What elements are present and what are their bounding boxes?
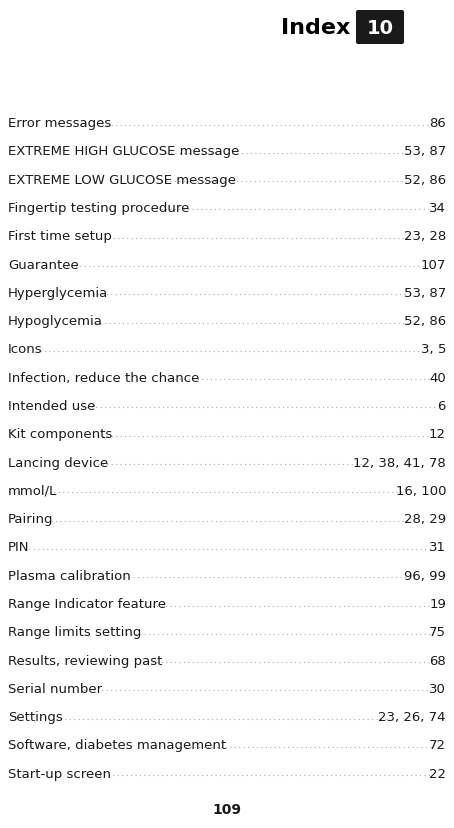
- Text: 30: 30: [429, 682, 446, 695]
- Text: 40: 40: [429, 371, 446, 384]
- Text: Start-up screen: Start-up screen: [8, 767, 111, 780]
- Text: PIN: PIN: [8, 541, 30, 554]
- Text: Kit components: Kit components: [8, 428, 112, 440]
- Text: 52, 86: 52, 86: [404, 315, 446, 328]
- Text: Range limits setting: Range limits setting: [8, 626, 141, 638]
- Text: Lancing device: Lancing device: [8, 456, 108, 469]
- Text: Software, diabetes management: Software, diabetes management: [8, 739, 226, 752]
- Text: Intended use: Intended use: [8, 399, 95, 412]
- Text: Icons: Icons: [8, 343, 43, 356]
- Text: Range Indicator feature: Range Indicator feature: [8, 597, 166, 610]
- Text: 68: 68: [429, 654, 446, 667]
- Text: Plasma calibration: Plasma calibration: [8, 569, 131, 582]
- Text: 3, 5: 3, 5: [420, 343, 446, 356]
- Text: 23, 26, 74: 23, 26, 74: [379, 710, 446, 724]
- Text: 86: 86: [429, 117, 446, 130]
- Text: 96, 99: 96, 99: [404, 569, 446, 582]
- FancyBboxPatch shape: [356, 11, 404, 45]
- Text: mmol/L: mmol/L: [8, 484, 57, 498]
- Text: 22: 22: [429, 767, 446, 780]
- Text: Fingertip testing procedure: Fingertip testing procedure: [8, 202, 189, 214]
- Text: 19: 19: [429, 597, 446, 610]
- Text: 34: 34: [429, 202, 446, 214]
- Text: 72: 72: [429, 739, 446, 752]
- Text: EXTREME LOW GLUCOSE message: EXTREME LOW GLUCOSE message: [8, 173, 236, 186]
- Text: 23, 28: 23, 28: [404, 230, 446, 243]
- Text: 6: 6: [438, 399, 446, 412]
- Text: Index: Index: [281, 18, 350, 38]
- Text: 10: 10: [366, 18, 394, 37]
- Text: 12: 12: [429, 428, 446, 440]
- Text: Hyperglycemia: Hyperglycemia: [8, 286, 108, 300]
- Text: 16, 100: 16, 100: [395, 484, 446, 498]
- Text: 107: 107: [420, 258, 446, 272]
- Text: 75: 75: [429, 626, 446, 638]
- Text: 53, 87: 53, 87: [404, 286, 446, 300]
- Text: Results, reviewing past: Results, reviewing past: [8, 654, 163, 667]
- Text: Infection, reduce the chance: Infection, reduce the chance: [8, 371, 199, 384]
- Text: Guarantee: Guarantee: [8, 258, 79, 272]
- Text: 12, 38, 41, 78: 12, 38, 41, 78: [353, 456, 446, 469]
- Text: Pairing: Pairing: [8, 513, 54, 526]
- Text: 52, 86: 52, 86: [404, 173, 446, 186]
- Text: 31: 31: [429, 541, 446, 554]
- Text: Serial number: Serial number: [8, 682, 102, 695]
- Text: EXTREME HIGH GLUCOSE message: EXTREME HIGH GLUCOSE message: [8, 145, 239, 158]
- Text: 53, 87: 53, 87: [404, 145, 446, 158]
- Text: Settings: Settings: [8, 710, 63, 724]
- Text: Error messages: Error messages: [8, 117, 111, 130]
- Text: Hypoglycemia: Hypoglycemia: [8, 315, 103, 328]
- Text: 109: 109: [212, 802, 242, 816]
- Text: 28, 29: 28, 29: [404, 513, 446, 526]
- Text: First time setup: First time setup: [8, 230, 112, 243]
